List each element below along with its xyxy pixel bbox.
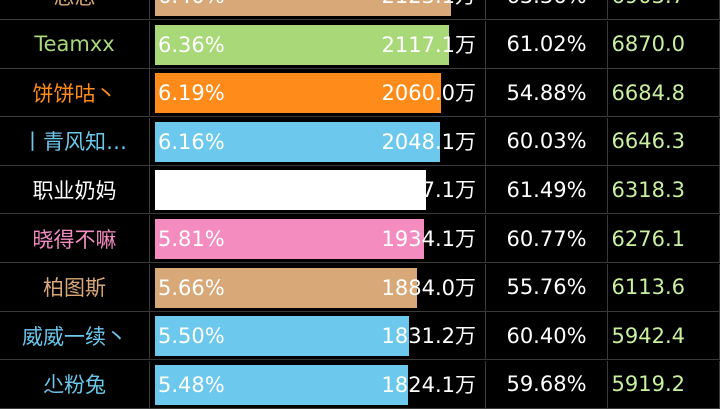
- table-row[interactable]: 晓得不嘛 5.81% 1934.1万 60.77% 6276.1: [0, 215, 720, 263]
- damage-total: 1884.0万: [381, 275, 476, 300]
- table-row[interactable]: 忍忍 6.40% 2123.1万 63.36% 6903.7: [0, 0, 720, 20]
- table-row[interactable]: 尐粉兔 5.48% 1824.1万 59.68% 5919.2: [0, 360, 720, 409]
- score-cell: 6276.1: [608, 215, 720, 263]
- rate-value: 60.03%: [506, 129, 587, 154]
- score-value: 6318.3: [611, 177, 685, 202]
- player-name: Teamxx: [34, 32, 115, 57]
- score-cell: 5942.4: [608, 312, 720, 361]
- table-row[interactable]: Teamxx 6.36% 2117.1万 61.02% 6870.0: [0, 20, 720, 69]
- damage-share: 5.48%: [158, 372, 225, 397]
- rate-value: 60.77%: [506, 226, 587, 251]
- table-row[interactable]: 威威一续丶 5.50% 1831.2万 60.40% 5942.4: [0, 312, 720, 361]
- damage-bar-cell: 6.40% 2123.1万: [150, 0, 486, 20]
- rate-cell: 54.88%: [486, 69, 608, 118]
- rate-cell: 63.36%: [486, 0, 608, 20]
- damage-total: 1831.2万: [381, 324, 476, 349]
- score-cell: 6646.3: [608, 117, 720, 166]
- player-name-cell: 饼饼咕丶: [0, 69, 150, 118]
- player-name: 饼饼咕丶: [32, 81, 117, 106]
- table-row[interactable]: 柏图斯 5.66% 1884.0万 55.76% 6113.6: [0, 263, 720, 312]
- damage-total: 2060.0万: [381, 81, 476, 106]
- damage-share-bar: [155, 24, 449, 65]
- rate-value: 61.49%: [506, 177, 587, 202]
- rate-value: 60.40%: [506, 323, 587, 348]
- score-cell: 6903.7: [608, 0, 720, 20]
- rate-cell: 60.40%: [486, 312, 608, 361]
- table-row[interactable]: 丨青风知… 6.16% 2048.1万 60.03% 6646.3: [0, 117, 720, 166]
- rate-cell: 59.68%: [486, 360, 608, 409]
- player-name: 晓得不嘛: [32, 227, 117, 252]
- damage-share-bar: [155, 364, 408, 405]
- rate-cell: 55.76%: [486, 263, 608, 312]
- damage-total: 1947.1万: [381, 178, 476, 203]
- player-name-cell: Teamxx: [0, 20, 150, 69]
- rate-value: 63.36%: [506, 0, 586, 8]
- player-name: 职业奶妈: [32, 178, 117, 203]
- score-value: 6870.0: [611, 32, 685, 57]
- table-row[interactable]: 职业奶妈 5.85% 1947.1万 61.49% 6318.3: [0, 166, 720, 215]
- rate-cell: 61.49%: [486, 166, 608, 215]
- damage-total: 1824.1万: [381, 372, 476, 397]
- damage-share-bar: [155, 316, 409, 357]
- player-name: 丨青风知…: [22, 130, 127, 155]
- player-name-cell: 职业奶妈: [0, 166, 150, 215]
- damage-bar-cell: 5.48% 1824.1万: [150, 360, 486, 409]
- player-name: 威威一续丶: [22, 324, 127, 349]
- damage-share: 6.16%: [158, 129, 225, 154]
- player-name: 柏图斯: [43, 276, 106, 301]
- score-cell: 6113.6: [608, 263, 720, 312]
- damage-share-bar: [155, 0, 451, 16]
- damage-share: 5.50%: [158, 324, 225, 349]
- player-name-cell: 柏图斯: [0, 263, 150, 312]
- damage-total: 2117.1万: [381, 32, 476, 57]
- damage-share: 6.40%: [158, 0, 225, 20]
- damage-share: 5.66%: [158, 275, 225, 300]
- damage-total: 2048.1万: [381, 129, 476, 154]
- table-row[interactable]: 饼饼咕丶 6.19% 2060.0万 54.88% 6684.8: [0, 69, 720, 118]
- score-value: 6684.8: [611, 80, 685, 105]
- damage-bar-cell: 6.36% 2117.1万: [150, 20, 486, 69]
- damage-share-bar: [155, 219, 424, 259]
- damage-bar-cell: 6.16% 2048.1万: [150, 117, 486, 166]
- player-name-cell: 尐粉兔: [0, 360, 150, 409]
- player-name-cell: 威威一续丶: [0, 312, 150, 361]
- damage-bar-cell: 5.50% 1831.2万: [150, 312, 486, 361]
- damage-share: 5.81%: [158, 227, 225, 251]
- score-value: 6113.6: [611, 275, 685, 300]
- rate-value: 61.02%: [506, 32, 587, 57]
- player-name-cell: 丨青风知…: [0, 117, 150, 166]
- score-cell: 6870.0: [608, 20, 720, 69]
- player-name-cell: 忍忍: [0, 0, 150, 20]
- score-cell: 6318.3: [608, 166, 720, 215]
- damage-bar-cell: 5.81% 1934.1万: [150, 215, 486, 263]
- rate-value: 55.76%: [506, 275, 587, 300]
- damage-share-bar: [155, 170, 426, 211]
- score-value: 6903.7: [612, 0, 685, 8]
- player-name: 尐粉兔: [43, 373, 106, 398]
- damage-share-bar: [155, 267, 417, 308]
- damage-share: 5.85%: [158, 178, 225, 203]
- score-value: 6646.3: [611, 129, 685, 154]
- rate-value: 59.68%: [506, 372, 587, 397]
- score-value: 5919.2: [611, 372, 685, 397]
- damage-share-bar: [155, 73, 441, 114]
- damage-share-bar: [155, 121, 440, 162]
- damage-share: 6.36%: [158, 32, 225, 57]
- score-value: 6276.1: [611, 226, 685, 251]
- damage-share: 6.19%: [158, 81, 225, 106]
- score-cell: 6684.8: [608, 69, 720, 118]
- player-name-cell: 晓得不嘛: [0, 215, 150, 263]
- rate-value: 54.88%: [506, 80, 587, 105]
- damage-bar-cell: 6.19% 2060.0万: [150, 69, 486, 118]
- rate-cell: 60.03%: [486, 117, 608, 166]
- score-value: 5942.4: [611, 323, 685, 348]
- damage-total: 1934.1万: [381, 227, 476, 251]
- player-name: 忍忍: [54, 0, 96, 11]
- damage-bar-cell: 5.66% 1884.0万: [150, 263, 486, 312]
- rate-cell: 60.77%: [486, 215, 608, 263]
- rate-cell: 61.02%: [486, 20, 608, 69]
- damage-total: 2123.1万: [382, 0, 476, 20]
- damage-bar-cell: 5.85% 1947.1万: [150, 166, 486, 215]
- score-cell: 5919.2: [608, 360, 720, 409]
